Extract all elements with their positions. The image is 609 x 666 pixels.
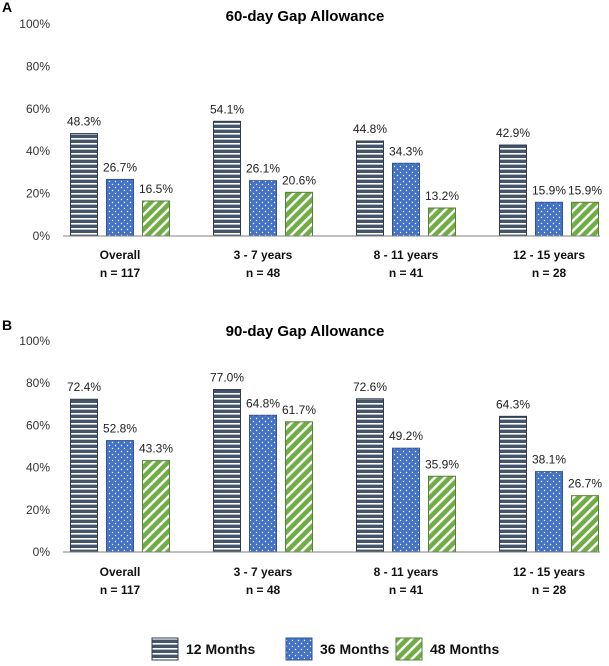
bar-12-months xyxy=(213,120,241,237)
panel-a-y-axis: 0% 20% 40% 60% 80% 100% xyxy=(19,17,50,243)
category-n-label: n = 48 xyxy=(246,583,281,597)
bar-36-months xyxy=(249,414,277,553)
bar-48-months xyxy=(571,495,599,553)
legend-swatch-12-months xyxy=(151,637,179,661)
panel-b-label: B xyxy=(2,317,12,333)
data-label: 64.3% xyxy=(496,397,530,411)
y-tick-label: 0% xyxy=(33,229,51,243)
bar-36-months xyxy=(249,180,277,237)
bar-12-months xyxy=(70,398,98,553)
y-tick-label: 20% xyxy=(26,503,50,517)
panel-b-bars: 72.4% 77.0% 72.6% 64.3% 52.8% 64.8% 49.2% 38.1%… xyxy=(67,371,602,553)
data-label: 54.1% xyxy=(210,102,244,116)
bar-48-months xyxy=(428,475,456,553)
legend-swatch-48-months xyxy=(395,637,423,661)
category-n-label: n = 41 xyxy=(389,583,424,597)
data-label: 77.0% xyxy=(210,371,244,385)
data-label: 72.4% xyxy=(67,380,101,394)
data-label: 43.3% xyxy=(139,442,173,456)
data-label: 15.9% xyxy=(568,183,602,197)
data-label: 15.9% xyxy=(532,183,566,197)
legend: 12 Months 36 Months 48 Months xyxy=(151,637,499,661)
bar-36-months xyxy=(535,201,563,237)
bar-36-months xyxy=(535,471,563,553)
category-label: 8 - 11 years xyxy=(374,248,439,262)
legend-label-36-months: 36 Months xyxy=(320,641,389,657)
panel-b-y-axis: 0% 20% 40% 60% 80% 100% xyxy=(19,334,50,559)
y-tick-label: 40% xyxy=(26,461,50,475)
data-label: 49.2% xyxy=(389,429,423,443)
data-label: 38.1% xyxy=(532,453,566,467)
bar-36-months xyxy=(392,447,420,553)
category-label: 12 - 15 years xyxy=(513,248,585,262)
data-label: 16.5% xyxy=(139,182,173,196)
data-label: 52.8% xyxy=(103,422,137,436)
bar-48-months xyxy=(285,191,313,237)
bar-12-months xyxy=(356,398,384,553)
panel-b-categories: Overall n = 117 3 - 7 years n = 48 8 - 1… xyxy=(100,565,586,597)
category-n-label: n = 117 xyxy=(100,266,141,280)
y-tick-label: 60% xyxy=(26,102,50,116)
data-label: 64.8% xyxy=(246,396,280,410)
data-label: 72.6% xyxy=(353,380,387,394)
data-label: 26.7% xyxy=(568,477,602,491)
legend-label-12-months: 12 Months xyxy=(186,641,255,657)
data-label: 20.6% xyxy=(282,173,316,187)
legend-label-48-months: 48 Months xyxy=(430,641,499,657)
panel-a-title: 60-day Gap Allowance xyxy=(226,8,385,25)
data-label: 61.7% xyxy=(282,403,316,417)
panel-a-label: A xyxy=(2,0,12,15)
data-label: 13.2% xyxy=(425,189,459,203)
panel-b: B 90-day Gap Allowance 0% 20% 40% 60% 80… xyxy=(2,317,602,597)
panel-b-title: 90-day Gap Allowance xyxy=(226,323,385,340)
y-tick-label: 60% xyxy=(26,418,50,432)
category-n-label: n = 28 xyxy=(532,266,567,280)
bar-48-months xyxy=(142,460,170,553)
bar-36-months xyxy=(392,162,420,237)
y-tick-label: 20% xyxy=(26,187,50,201)
y-tick-label: 100% xyxy=(19,334,50,348)
legend-swatch-36-months xyxy=(285,637,313,661)
data-label: 48.3% xyxy=(67,115,101,129)
category-n-label: n = 48 xyxy=(246,266,281,280)
panel-a-bars: 48.3% 54.1% 44.8% 42.9% 26.7% 26.1% 34.3% 15.9%… xyxy=(67,102,602,237)
bar-36-months xyxy=(106,440,134,553)
panel-a-categories: Overall n = 117 3 - 7 years n = 48 8 - 1… xyxy=(100,248,586,280)
y-tick-label: 0% xyxy=(33,545,51,559)
category-label: 12 - 15 years xyxy=(513,565,585,579)
category-label: 3 - 7 years xyxy=(234,565,293,579)
category-n-label: n = 117 xyxy=(100,583,141,597)
bar-12-months xyxy=(356,140,384,237)
panel-a: A 60-day Gap Allowance 0% 20% 40% 60% 80… xyxy=(2,0,602,280)
data-label: 34.3% xyxy=(389,144,423,158)
category-n-label: n = 41 xyxy=(389,266,424,280)
category-label: 8 - 11 years xyxy=(374,565,439,579)
bar-12-months xyxy=(213,389,241,553)
y-tick-label: 80% xyxy=(26,376,50,390)
bar-12-months xyxy=(499,415,527,553)
category-label: Overall xyxy=(100,248,141,262)
bar-12-months xyxy=(70,133,98,237)
category-label: Overall xyxy=(100,565,141,579)
data-label: 35.9% xyxy=(425,457,459,471)
bar-36-months xyxy=(106,178,134,237)
category-n-label: n = 28 xyxy=(532,583,567,597)
bar-48-months xyxy=(142,200,170,237)
data-label: 26.7% xyxy=(103,160,137,174)
data-label: 26.1% xyxy=(246,162,280,176)
data-label: 42.9% xyxy=(496,126,530,140)
y-tick-label: 80% xyxy=(26,59,50,73)
category-label: 3 - 7 years xyxy=(234,248,293,262)
bar-48-months xyxy=(428,207,456,237)
bar-12-months xyxy=(499,144,527,237)
bar-48-months xyxy=(571,201,599,237)
y-tick-label: 100% xyxy=(19,17,50,31)
y-tick-label: 40% xyxy=(26,144,50,158)
bar-48-months xyxy=(285,421,313,553)
data-label: 44.8% xyxy=(353,122,387,136)
